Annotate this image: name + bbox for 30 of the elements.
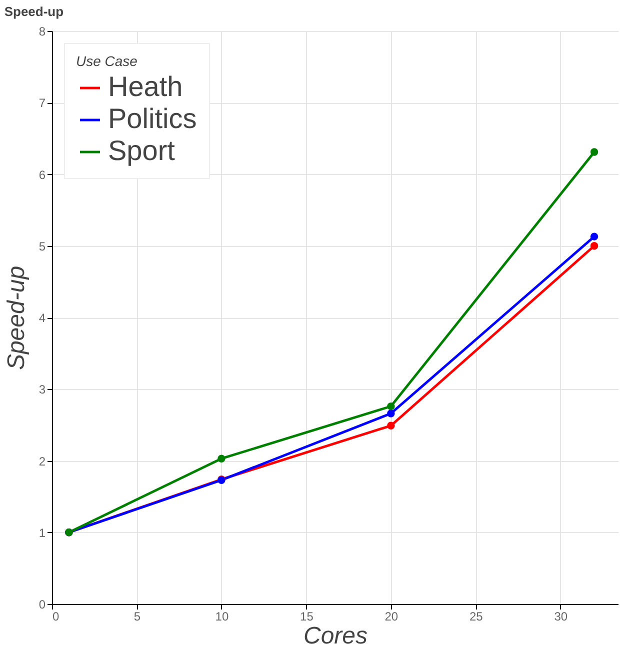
y-tick-label: 0 (38, 598, 46, 612)
y-tick-label: 2 (38, 454, 46, 468)
y-tick-label: 4 (38, 311, 46, 325)
legend-label: Sport (108, 135, 176, 166)
y-tick-label: 1 (38, 526, 46, 540)
point (590, 232, 598, 240)
x-tick-label: 15 (300, 610, 314, 624)
y-tick-label: 7 (38, 96, 46, 110)
point (387, 402, 395, 410)
y-axis-title: Speed-up (2, 266, 30, 370)
x-tick-label: 5 (134, 610, 141, 624)
x-axis-title: Cores (303, 622, 368, 650)
legend-title: Use Case (76, 53, 138, 69)
point (590, 148, 598, 156)
x-tick-label: 25 (469, 610, 484, 624)
point (387, 410, 395, 418)
y-tick-label: 6 (38, 168, 46, 182)
y-tick-label: 5 (38, 239, 46, 254)
legend-label: Politics (108, 103, 197, 134)
point (590, 242, 598, 250)
x-tick-label: 30 (554, 610, 568, 624)
y-tick-label: 3 (38, 382, 46, 397)
point (218, 454, 226, 462)
y-tick-label: 8 (38, 24, 46, 38)
point (387, 422, 395, 430)
legend-label: Heath (108, 71, 183, 102)
x-tick-label: 0 (52, 610, 60, 624)
x-tick-label: 20 (384, 610, 398, 624)
chart-title: Speed-up (4, 4, 64, 19)
x-tick-label: 10 (215, 610, 229, 624)
